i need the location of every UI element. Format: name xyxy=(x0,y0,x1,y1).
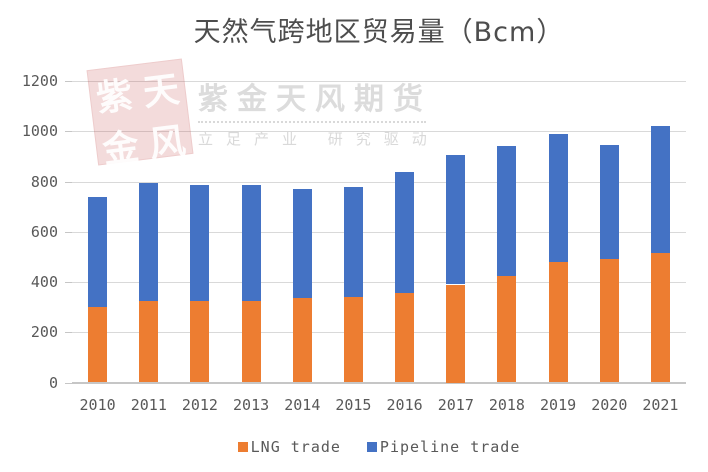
bar-pipeline-2019 xyxy=(548,133,568,262)
y-axis-tick-400 xyxy=(65,282,72,283)
brand-watermark-text: 紫金天风期货 xyxy=(198,82,432,117)
y-axis-tick-200 xyxy=(65,332,72,334)
pipeline-trade-label: Pipeline trade xyxy=(379,438,521,456)
gridline-y-200 xyxy=(72,332,686,334)
bar-lng-2014 xyxy=(292,298,312,383)
bar-pipeline-2017 xyxy=(446,155,466,285)
y-axis-label-200: 200 xyxy=(30,323,58,342)
x-axis-label-2017: 2017 xyxy=(437,396,474,414)
bar-pipeline-2018 xyxy=(497,146,517,276)
y-axis-label-600: 600 xyxy=(30,222,58,241)
x-axis-label-2010: 2010 xyxy=(79,396,116,414)
bar-pipeline-2010 xyxy=(88,196,108,308)
bar-lng-2012 xyxy=(190,300,210,383)
y-axis-label-1200: 1200 xyxy=(21,72,58,90)
bar-pipeline-2016 xyxy=(395,171,415,294)
y-axis-tick-800 xyxy=(65,181,72,183)
gridline-y-1200 xyxy=(72,81,686,82)
x-axis-label-2014: 2014 xyxy=(284,396,321,414)
y-axis-tick-1000 xyxy=(65,131,72,133)
x-axis-label-2016: 2016 xyxy=(386,396,423,414)
bar-lng-2017 xyxy=(446,284,466,383)
seal-char-bottom-left: 金 xyxy=(100,125,142,172)
seal-char-top-right: 天 xyxy=(140,68,182,115)
legend-item-pipeline: Pipeline trade xyxy=(366,438,521,456)
y-axis-label-0: 0 xyxy=(48,373,58,392)
y-axis-tick-0 xyxy=(65,382,72,384)
bar-lng-2013 xyxy=(241,300,261,383)
y-axis-label-400: 400 xyxy=(30,273,58,291)
bar-lng-2011 xyxy=(139,300,159,383)
bar-lng-2016 xyxy=(395,293,415,383)
gridline-y-1000 xyxy=(72,131,686,133)
y-axis-tick-600 xyxy=(65,231,72,233)
legend: LNG trade Pipeline trade xyxy=(72,438,686,456)
brand-watermark-tagline: 立足产业 研究驱动 xyxy=(198,130,440,148)
bar-pipeline-2014 xyxy=(292,189,312,299)
x-axis-label-2011: 2011 xyxy=(130,396,167,414)
bar-pipeline-2015 xyxy=(343,186,363,297)
x-axis-label-2021: 2021 xyxy=(642,396,679,414)
y-axis-label-800: 800 xyxy=(30,172,58,191)
x-axis-label-2015: 2015 xyxy=(335,396,372,414)
x-axis-label-2013: 2013 xyxy=(233,396,270,414)
bar-lng-2018 xyxy=(497,275,517,383)
x-axis-label-2018: 2018 xyxy=(488,396,525,414)
x-axis-label-2012: 2012 xyxy=(181,396,218,414)
bar-lng-2019 xyxy=(548,261,568,383)
y-axis-label-1000: 1000 xyxy=(21,122,58,141)
bar-lng-2015 xyxy=(343,297,363,383)
seal-char-bottom-right: 风 xyxy=(147,119,188,166)
brand-seal-stamp: 紫 天 金 风 xyxy=(86,58,194,172)
x-axis-label-2019: 2019 xyxy=(540,396,577,414)
legend-item-lng: LNG trade xyxy=(237,438,341,456)
bar-lng-2010 xyxy=(88,307,108,383)
gridline-y-400 xyxy=(72,282,686,283)
lng-trade-swatch xyxy=(237,442,248,452)
chart-title: 天然气跨地区贸易量（Bcm） xyxy=(193,17,565,48)
bar-pipeline-2013 xyxy=(241,185,261,301)
y-axis-tick-1200 xyxy=(65,81,72,82)
pipeline-trade-swatch xyxy=(366,442,377,452)
seal-char-top-left: 紫 xyxy=(94,73,135,121)
bar-pipeline-2011 xyxy=(139,182,159,301)
watermark-dotted-divider xyxy=(198,121,426,123)
x-axis-line xyxy=(72,381,686,384)
gridline-y-800 xyxy=(72,181,686,183)
bar-pipeline-2020 xyxy=(599,145,619,260)
lng-trade-label: LNG trade xyxy=(250,438,341,456)
bar-lng-2021 xyxy=(650,253,670,383)
bar-lng-2020 xyxy=(599,259,619,383)
bar-pipeline-2021 xyxy=(650,126,670,254)
bar-pipeline-2012 xyxy=(190,185,210,301)
x-axis-label-2020: 2020 xyxy=(591,396,628,414)
gridline-y-600 xyxy=(72,231,686,233)
